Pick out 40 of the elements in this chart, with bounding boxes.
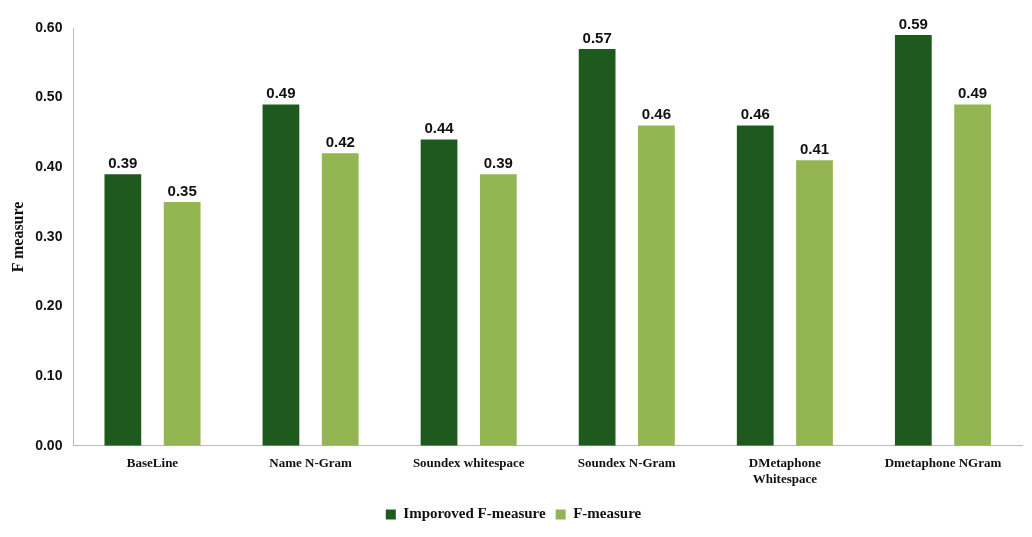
bar — [163, 202, 201, 446]
data-label: 0.57 — [582, 28, 612, 46]
x-tick-label: DMetaphone Whitespace — [748, 454, 822, 486]
x-tick-label: Soundex N-Gram — [577, 454, 676, 470]
data-label: 0.46 — [740, 105, 770, 123]
data-label: 0.39 — [483, 153, 513, 171]
data-label: 0.35 — [167, 181, 197, 199]
x-tick-label: Name N-Gram — [269, 454, 353, 470]
data-label: 0.44 — [424, 119, 455, 137]
x-tick-label: BaseLine — [126, 454, 179, 470]
bar — [321, 153, 359, 446]
y-axis-title: F measure — [8, 201, 26, 273]
bar — [420, 139, 458, 446]
bar — [894, 34, 932, 446]
y-tick-label: 0.40 — [35, 158, 63, 175]
x-tick-label: Dmetaphone NGram — [884, 454, 1002, 470]
bar — [479, 174, 517, 446]
bar — [578, 48, 616, 446]
legend-label: F-measure — [573, 505, 642, 522]
data-label: 0.39 — [108, 153, 138, 171]
data-label: 0.59 — [898, 14, 928, 32]
data-label: 0.49 — [957, 84, 988, 102]
data-label: 0.42 — [325, 132, 355, 150]
y-tick-label: 0.30 — [35, 227, 63, 244]
y-tick-label: 0.20 — [35, 297, 63, 314]
bar — [954, 104, 991, 446]
x-tick-label: Soundex whitespace — [412, 454, 525, 470]
data-label: 0.41 — [799, 139, 830, 157]
y-tick-label: 0.00 — [35, 436, 63, 453]
bar — [104, 174, 142, 446]
y-tick-label: 0.50 — [35, 88, 63, 105]
y-tick-label: 0.60 — [35, 18, 63, 35]
bar — [796, 160, 833, 446]
bar — [736, 125, 774, 446]
bar — [262, 104, 300, 446]
data-label: 0.49 — [266, 84, 296, 102]
data-label: 0.46 — [641, 105, 672, 123]
legend-label: Imporoved F-measure — [403, 505, 546, 522]
y-tick-label: 0.10 — [35, 367, 63, 384]
bar — [638, 125, 675, 446]
